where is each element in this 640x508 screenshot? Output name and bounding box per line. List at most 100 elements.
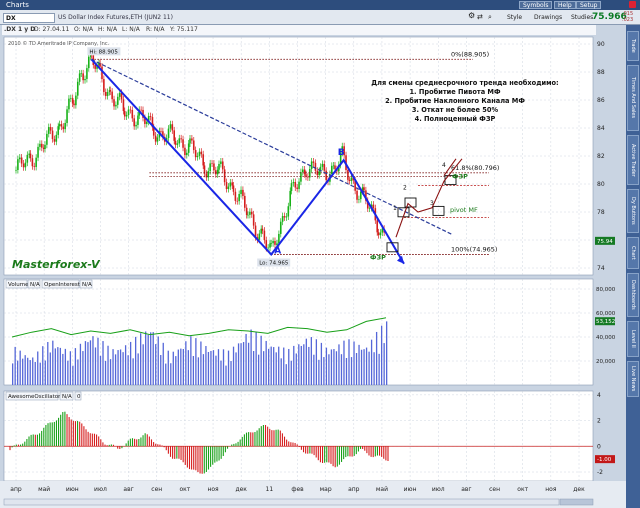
- candle-body: [372, 204, 375, 209]
- candle-body: [272, 241, 274, 244]
- osc-y-tick: 0: [597, 443, 601, 450]
- candle-body: [316, 170, 319, 176]
- candle-body: [73, 103, 75, 106]
- y-tick-label: 82: [597, 153, 605, 160]
- volume-bar: [313, 354, 315, 385]
- volume-bar: [142, 344, 144, 385]
- y-tick-label: 84: [597, 125, 605, 132]
- xab-pattern-line: [90, 58, 405, 265]
- y-tick-label: 74: [597, 265, 605, 272]
- volume-bar: [308, 346, 310, 385]
- candle-body: [350, 177, 353, 181]
- volume-bar: [363, 349, 365, 385]
- candle-body: [354, 180, 356, 191]
- fib-label-618: 61.8%(80.796): [451, 164, 499, 172]
- settings-icon[interactable]: ⚙: [468, 11, 476, 20]
- osc-y-tick: 2: [597, 418, 601, 425]
- volume-bar: [190, 336, 192, 385]
- volume-bar: [355, 353, 358, 385]
- time-scrollbar[interactable]: [559, 498, 594, 506]
- volume-bar: [160, 355, 162, 385]
- volume-bar: [127, 355, 129, 385]
- side-tab-times-and-sales[interactable]: Times And Sales: [627, 65, 639, 131]
- chart-area[interactable]: апр май июн июл авг сен окт ноя дек 11 фев мар апр ма…: [0, 35, 626, 508]
- volume-bar: [37, 351, 39, 385]
- side-tab-chart[interactable]: Chart: [627, 237, 639, 269]
- point-a-label: A: [274, 246, 281, 256]
- volume-bar: [305, 338, 307, 385]
- candle-body: [339, 152, 342, 165]
- candle-body: [258, 233, 261, 240]
- candle-body: [281, 216, 284, 222]
- candle-body: [238, 194, 240, 202]
- candle-body: [133, 118, 135, 127]
- close-icon[interactable]: [629, 1, 636, 8]
- x-tick-label: 11: [266, 486, 274, 493]
- studies-button[interactable]: Studies: [571, 14, 594, 21]
- drawings-button[interactable]: Drawings: [534, 14, 563, 21]
- candle-body: [267, 247, 269, 249]
- candle-body: [352, 177, 355, 181]
- link-icon[interactable]: ⇄: [477, 13, 483, 21]
- candle-body: [20, 157, 23, 164]
- volume-bar: [212, 350, 215, 385]
- candle-body: [223, 169, 226, 183]
- candle-body: [358, 199, 360, 200]
- candle-body: [269, 243, 271, 248]
- volume-bar: [137, 353, 139, 385]
- candle-body: [137, 115, 139, 125]
- x-tick-label: апр: [10, 486, 22, 493]
- help-button[interactable]: Help: [554, 1, 576, 9]
- volume-bar: [12, 363, 14, 385]
- candle-body: [55, 134, 58, 142]
- step-1-label: 1: [393, 205, 397, 212]
- x-tick-label: авг: [461, 486, 471, 493]
- side-tab-dy-buttons[interactable]: Dy Buttons: [627, 189, 639, 233]
- candle-body: [379, 232, 382, 236]
- candle-body: [318, 171, 320, 176]
- style-button[interactable]: Style: [507, 14, 523, 21]
- candle-body: [331, 165, 333, 175]
- volume-bar: [202, 354, 205, 385]
- setup-button[interactable]: Setup: [576, 1, 602, 9]
- osc-tag-0: AwesomeOscillator: [8, 394, 61, 400]
- volume-bar: [24, 355, 26, 385]
- side-tab-trade[interactable]: Trade: [627, 31, 639, 61]
- candle-body: [334, 165, 336, 170]
- candle-body: [363, 187, 365, 191]
- fzr-label-low: ФЗР: [370, 254, 386, 262]
- side-tab-level-ii[interactable]: Level II: [627, 321, 639, 357]
- candle-body: [298, 181, 300, 189]
- info-bar: .DX 1 y D D: 27.04.11 O: N/A H: N/A L: N…: [2, 25, 596, 35]
- osc-y-tick: 4: [597, 392, 601, 399]
- symbol-input[interactable]: DX: [3, 13, 55, 23]
- candle-body: [307, 176, 309, 178]
- volume-bar: [170, 363, 172, 385]
- osc-tag-1: N/A: [62, 394, 72, 400]
- volume-bar: [215, 355, 217, 385]
- side-tab-active-trader[interactable]: Active Trader: [627, 135, 639, 185]
- info-high: H: N/A: [98, 26, 118, 33]
- info-range: R: N/A: [146, 26, 165, 33]
- candle-body: [64, 122, 66, 130]
- candle-body: [76, 81, 79, 96]
- zoom-icon[interactable]: ⌕: [488, 13, 492, 21]
- volume-bar: [82, 351, 84, 385]
- candle-body: [113, 99, 115, 107]
- symbols-button[interactable]: Symbols: [519, 1, 553, 9]
- candle-body: [278, 233, 280, 244]
- last-price: 75.966: [592, 12, 627, 22]
- side-tab-dashboards[interactable]: Dashboards: [627, 273, 639, 317]
- x-tick-label: авг: [123, 486, 133, 493]
- time-scroll-track[interactable]: [3, 498, 560, 506]
- volume-bar: [242, 342, 245, 385]
- candle-body: [140, 109, 142, 111]
- volume-bar: [378, 353, 380, 385]
- volume-bar: [49, 352, 51, 385]
- info-symbol-period[interactable]: .DX 1 y D: [4, 26, 36, 33]
- side-tab-live-news[interactable]: Live News: [627, 361, 639, 397]
- info-low: L: N/A: [122, 26, 140, 33]
- candle-body: [154, 135, 157, 142]
- candle-body: [292, 182, 295, 184]
- price-marker-bg: [595, 236, 615, 245]
